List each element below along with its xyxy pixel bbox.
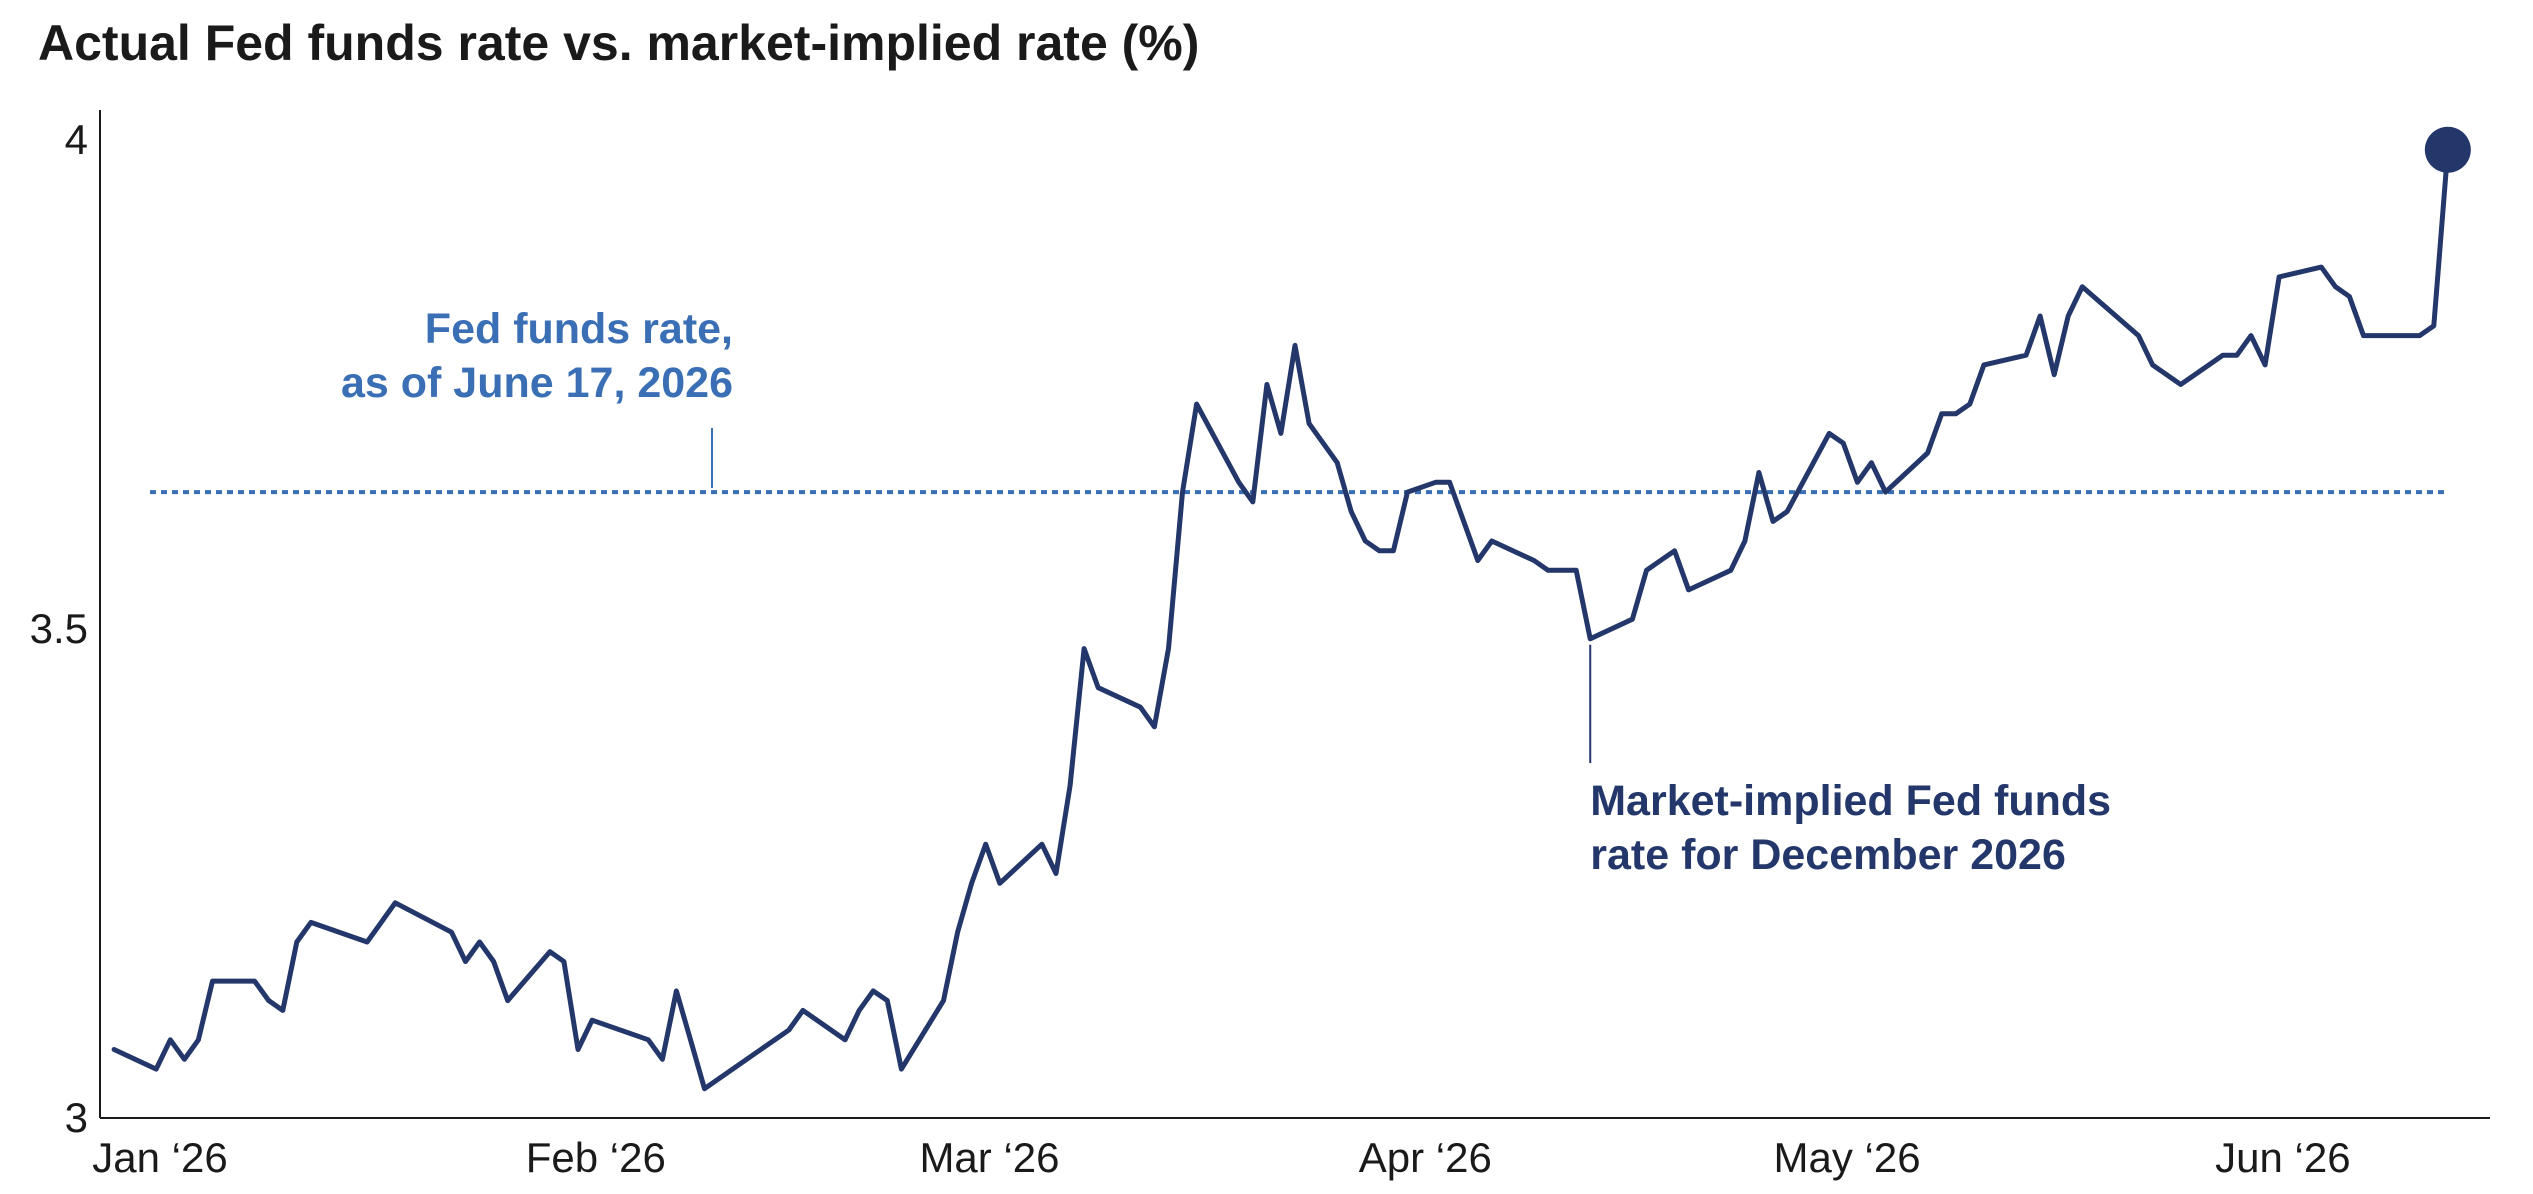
y-tick-label: 3: [65, 1094, 88, 1141]
series-group: [111, 126, 2471, 1092]
x-tick-label: May ‘26: [1774, 1134, 1921, 1181]
reference-line-group: Fed funds rate, as of June 17, 2026: [150, 305, 2445, 495]
reference-label-line: as of June 17, 2026: [341, 359, 733, 407]
x-tick-label: Apr ‘26: [1359, 1134, 1492, 1181]
series-line: [111, 147, 2451, 1092]
x-tick-label: Feb ‘26: [526, 1134, 666, 1181]
y-tick-label: 3.5: [30, 605, 88, 652]
series-annotation-line: rate for December 2026: [1590, 831, 2066, 879]
y-tick-label: 4: [65, 116, 88, 163]
reference-label-line: Fed funds rate,: [425, 305, 733, 353]
latest-point-marker: [2424, 126, 2471, 173]
axes: 3 3.5 4 Jan ‘26 Feb ‘26 Mar ‘26 Apr ‘26 May ‘26…: [30, 110, 2490, 1181]
chart-title: Actual Fed funds rate vs. market-implied…: [38, 15, 1200, 71]
x-tick-label: Mar ‘26: [919, 1134, 1059, 1181]
annotations: Market-implied Fed funds rate for Decembe…: [1589, 644, 2111, 879]
series-annotation-line: Market-implied Fed funds: [1590, 777, 2111, 825]
x-tick-label: Jun ‘26: [2215, 1134, 2350, 1181]
x-tick-label: Jan ‘26: [92, 1134, 227, 1181]
